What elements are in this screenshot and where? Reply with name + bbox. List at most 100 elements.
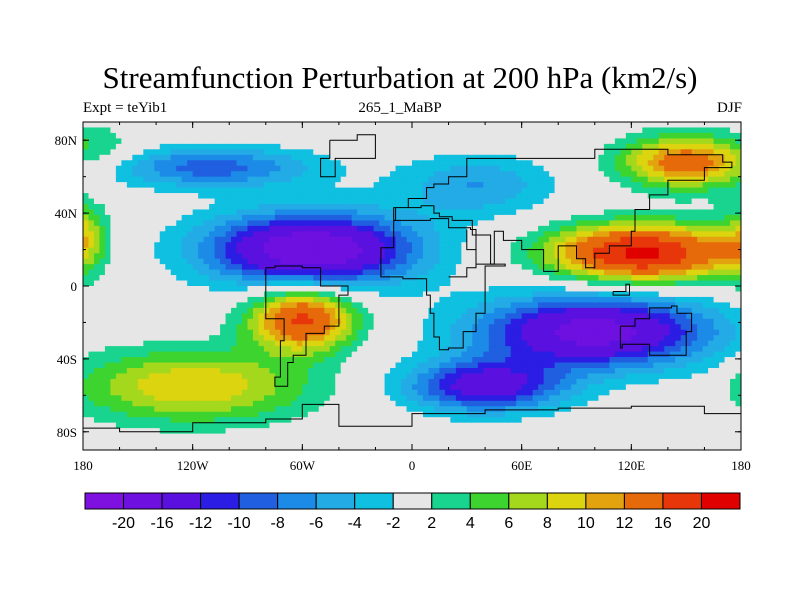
field-cell	[521, 302, 528, 309]
field-cell	[461, 204, 468, 211]
field-cell	[247, 198, 254, 205]
field-cell	[165, 253, 172, 260]
field-cell	[252, 231, 260, 238]
field-cell	[181, 291, 188, 298]
field-cell	[422, 193, 430, 200]
field-cell	[198, 313, 205, 320]
field-cell	[433, 209, 441, 216]
field-cell	[236, 138, 243, 145]
field-cell	[313, 149, 320, 156]
field-cell	[181, 214, 188, 221]
field-cell	[428, 160, 435, 167]
field-cell	[220, 204, 227, 211]
field-cell	[642, 302, 649, 309]
field-cell	[505, 231, 512, 238]
field-cell	[263, 264, 271, 271]
field-cell	[625, 236, 632, 243]
field-cell	[181, 143, 188, 150]
field-cell	[231, 198, 238, 205]
field-cell	[620, 242, 627, 249]
field-cell	[587, 127, 594, 134]
field-cell	[713, 340, 720, 347]
field-cell	[110, 242, 117, 249]
field-cell	[165, 258, 172, 265]
field-cell	[494, 143, 501, 150]
field-cell	[170, 187, 177, 194]
field-cell	[691, 335, 698, 342]
field-cell	[614, 247, 621, 254]
field-cell	[346, 165, 353, 172]
field-cell	[401, 171, 408, 178]
field-cell	[510, 307, 517, 314]
field-cell	[236, 242, 243, 249]
field-cell	[488, 160, 495, 167]
field-cell	[373, 220, 380, 227]
field-cell	[483, 122, 490, 129]
field-cell	[444, 160, 451, 167]
field-cell	[565, 296, 572, 303]
field-cell	[379, 340, 386, 347]
field-cell	[291, 160, 298, 167]
field-cell	[143, 313, 150, 320]
field-cell	[412, 182, 419, 189]
field-cell	[571, 138, 578, 145]
field-cell	[83, 242, 90, 249]
field-cell	[384, 204, 391, 211]
field-cell	[176, 247, 183, 254]
field-cell	[132, 198, 139, 205]
field-cell	[516, 296, 523, 303]
field-cell	[680, 154, 687, 161]
field-cell	[592, 214, 600, 221]
field-cell	[521, 204, 528, 211]
field-cell	[450, 258, 457, 265]
field-cell	[565, 138, 572, 145]
field-cell	[346, 122, 353, 129]
field-cell	[225, 318, 232, 325]
field-cell	[554, 269, 561, 276]
field-cell	[187, 220, 194, 227]
field-cell	[307, 193, 314, 200]
field-cell	[549, 231, 556, 238]
field-cell	[252, 286, 260, 293]
field-cell	[104, 286, 112, 293]
field-cell	[702, 187, 709, 194]
field-cell	[461, 302, 468, 309]
field-cell	[587, 193, 594, 200]
field-cell	[680, 296, 687, 303]
field-cell	[225, 340, 232, 347]
field-cell	[713, 302, 720, 309]
field-cell	[625, 143, 632, 150]
field-cell	[433, 280, 441, 287]
field-cell	[543, 258, 550, 265]
field-cell	[351, 307, 358, 314]
field-cell	[466, 258, 473, 265]
field-cell	[231, 231, 238, 238]
field-cell	[176, 220, 183, 227]
field-cell	[543, 143, 550, 150]
field-cell	[549, 307, 556, 314]
field-cell	[192, 280, 199, 287]
field-cell	[176, 231, 183, 238]
field-cell	[680, 220, 687, 227]
field-cell	[198, 242, 205, 249]
field-cell	[198, 225, 205, 232]
field-cell	[735, 122, 741, 129]
field-cell	[658, 291, 665, 298]
field-cell	[669, 231, 676, 238]
field-cell	[642, 127, 649, 134]
field-cell	[466, 340, 473, 347]
field-cell	[598, 143, 605, 150]
field-cell	[730, 291, 737, 298]
field-cell	[192, 187, 199, 194]
field-cell	[538, 340, 545, 347]
field-cell	[631, 220, 638, 227]
field-cell	[247, 182, 254, 189]
field-cell	[165, 236, 172, 243]
field-cell	[258, 236, 265, 243]
field-cell	[154, 187, 161, 194]
field-cell	[620, 324, 627, 331]
field-cell	[214, 198, 221, 205]
field-cell	[422, 275, 430, 282]
field-cell	[159, 225, 166, 232]
field-cell	[642, 258, 649, 265]
